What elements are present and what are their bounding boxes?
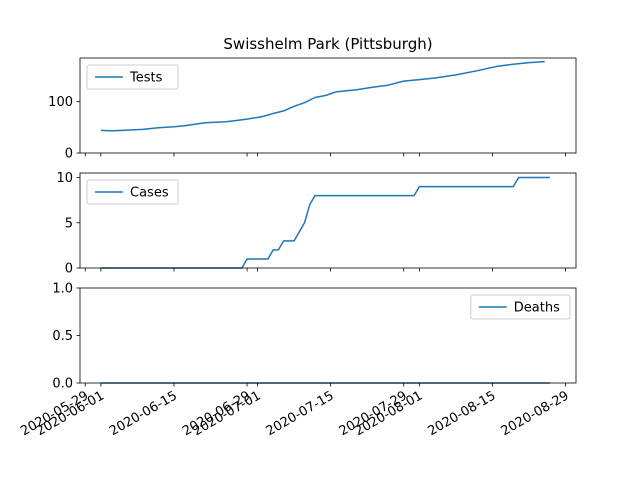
x-tick-label: 2020-08-29 (499, 388, 572, 439)
legend: Deaths (470, 294, 571, 320)
y-tick-label: 0.5 (52, 329, 73, 344)
chart-title: Swisshelm Park (Pittsburgh) (223, 35, 432, 53)
legend-label: Cases (130, 186, 169, 201)
legend-label: Deaths (514, 301, 560, 316)
y-tick-label: 5 (65, 216, 73, 231)
legend-frame (86, 64, 179, 90)
axes-frame (79, 172, 577, 269)
legend-label: Tests (129, 71, 163, 86)
x-tick-label: 2020-08-15 (426, 388, 499, 439)
series-line-cases (100, 176, 550, 269)
y-tick-label: 1.0 (52, 282, 73, 297)
chart-panels: 0 100 Tests 0 5 10 Cases 0.0 0.5 1.0 Deaths (48, 57, 577, 392)
panel-tests: 0 100 Tests (48, 57, 577, 162)
y-tick-label: 100 (48, 95, 73, 110)
y-tick-label: 0 (65, 262, 73, 277)
legend: Cases (86, 179, 179, 205)
legend: Tests (86, 64, 179, 90)
panel-deaths: 0.0 0.5 1.0 Deaths (52, 282, 577, 392)
legend-frame (470, 294, 571, 320)
y-tick-label: 10 (56, 171, 73, 186)
legend-frame (86, 179, 179, 205)
y-tick-label: 0.0 (52, 377, 73, 392)
series-line-tests (100, 60, 545, 132)
panel-cases: 0 5 10 Cases (56, 171, 577, 277)
x-tick-label: 2020-06-15 (107, 388, 180, 439)
y-tick-label: 0 (65, 147, 73, 162)
x-tick-label: 2020-07-15 (264, 388, 337, 439)
axes-frame (79, 57, 577, 154)
